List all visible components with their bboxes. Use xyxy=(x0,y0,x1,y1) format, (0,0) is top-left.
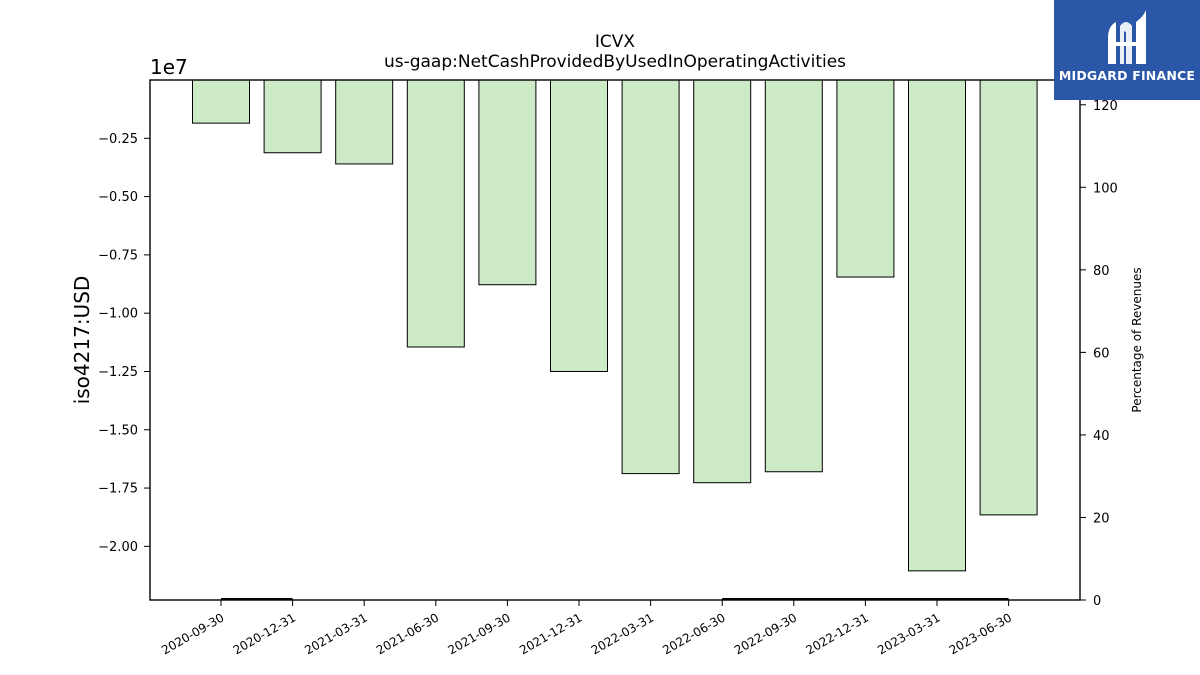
x-tick-label: 2023-03-31 xyxy=(875,610,942,657)
x-tick-label: 2021-09-30 xyxy=(445,610,512,657)
bar xyxy=(335,79,394,165)
x-tick-label: 2023-06-30 xyxy=(947,610,1014,657)
x-tick-label: 2021-06-30 xyxy=(374,610,441,657)
bar xyxy=(621,79,680,475)
x-tick-label: 2022-06-30 xyxy=(660,610,727,657)
bar xyxy=(478,79,537,286)
x-tick-label: 2020-09-30 xyxy=(159,610,226,657)
y-tick-label: −1.50 xyxy=(98,423,138,438)
y-exponent-label: 1e7 xyxy=(150,55,188,79)
chart-subtitle: us-gaap:NetCashProvidedByUsedInOperating… xyxy=(383,52,847,72)
bar xyxy=(764,79,823,473)
logo-text: MIDGARD FINANCE xyxy=(1058,68,1196,83)
plot-frame xyxy=(149,79,1081,601)
bar xyxy=(406,79,465,348)
y-axis-label: iso4217:USD xyxy=(70,275,94,405)
x-tick-label: 2022-09-30 xyxy=(732,610,799,657)
y-tick-label: −0.75 xyxy=(98,248,138,263)
bars xyxy=(192,79,1038,572)
y2-tick-label: 120 xyxy=(1093,99,1118,114)
bar xyxy=(693,79,752,484)
y2-tick-label: 80 xyxy=(1093,264,1110,279)
axes-frame xyxy=(149,79,1081,601)
bar xyxy=(908,79,966,572)
y2-tick-label: 0 xyxy=(1093,594,1101,609)
x-tick-label: 2021-12-31 xyxy=(517,610,584,657)
bar xyxy=(979,79,1038,516)
bar xyxy=(263,79,322,154)
logo-mark-icon xyxy=(1108,10,1146,64)
y2-tick-label: 40 xyxy=(1093,429,1110,444)
y2-tick-label: 100 xyxy=(1093,181,1118,196)
bar xyxy=(836,79,895,278)
bar xyxy=(550,79,608,372)
y-tick-label: −2.00 xyxy=(98,540,138,555)
y2-tick-label: 20 xyxy=(1093,511,1110,526)
y2-tick-label: 60 xyxy=(1093,346,1110,361)
logo: MIDGARD FINANCE xyxy=(1054,0,1200,100)
x-ticks: 2020-09-30 2020-12-31 2021-03-31 2021-06-30… xyxy=(159,600,1014,657)
chart-title: ICVX xyxy=(594,32,636,52)
y-tick-label: −1.25 xyxy=(98,365,138,380)
x-tick-label: 2020-12-31 xyxy=(231,610,298,657)
y-tick-label: −0.50 xyxy=(98,190,138,205)
y2-ticks: 0 20 40 60 80 100 120 xyxy=(1080,99,1118,609)
x-tick-label: 2022-03-31 xyxy=(589,610,656,657)
y2-axis-label: Percentage of Revenues xyxy=(1130,267,1144,413)
y-tick-label: −1.00 xyxy=(98,307,138,322)
y-tick-label: −0.25 xyxy=(98,132,138,147)
y-ticks: −2.00 −1.75 −1.50 −1.25 −1.00 −0.75 −0.50 −0.25 xyxy=(98,132,150,555)
x-tick-label: 2021-03-31 xyxy=(302,610,369,657)
bar xyxy=(192,79,250,124)
x-tick-label: 2022-12-31 xyxy=(803,610,870,657)
y-tick-label: −1.75 xyxy=(98,482,138,497)
